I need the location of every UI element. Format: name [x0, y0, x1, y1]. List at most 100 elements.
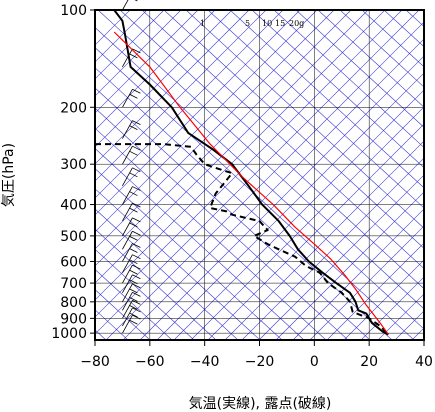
isotherm-line — [95, 10, 420, 335]
mixing-ratio-label: 5 — [245, 19, 250, 28]
adiabat-line — [95, 47, 415, 340]
wind-barb-flag — [129, 312, 138, 318]
y-axis-label: 気圧(hPa) — [1, 143, 17, 207]
wind-barb — [122, 230, 141, 250]
x-tick-label: 20 — [360, 354, 378, 370]
wind-barb-flag — [129, 248, 138, 253]
isotherm-line — [292, 208, 424, 340]
wind-barb-staff — [122, 231, 133, 250]
wind-barb-flag — [132, 186, 141, 191]
adiabat-line — [95, 248, 195, 340]
x-axis-label: 気温(実線), 露点(破線) — [189, 396, 332, 412]
isotherm-line — [95, 10, 318, 233]
plot-frame — [94, 9, 425, 341]
adiabat-line — [317, 10, 424, 108]
adiabat-line — [383, 10, 424, 48]
wind-barb — [122, 264, 141, 284]
adiabat-line — [95, 208, 239, 340]
wind-barb-flag — [132, 230, 141, 236]
isotherm-line — [173, 89, 424, 340]
wind-barb-flag — [129, 150, 138, 156]
wind-barb-staff — [122, 167, 133, 187]
wind-barb-flag — [132, 307, 141, 313]
wind-barb-flag — [129, 235, 138, 241]
mixing-ratio-label: 20g — [289, 19, 304, 28]
adiabat-line — [95, 228, 217, 340]
x-tick-label: −80 — [80, 354, 110, 370]
isotherm-line — [95, 10, 352, 267]
wind-barb — [122, 274, 141, 293]
isotherm-line — [343, 259, 424, 340]
wind-barb-flag — [132, 243, 141, 248]
wind-barb — [122, 217, 141, 237]
wind-barb-flag — [132, 274, 141, 280]
adiabat-line — [185, 10, 424, 229]
adiabat-line — [273, 10, 424, 148]
wind-barb-flag — [132, 217, 141, 223]
wind-barb-staff — [122, 300, 133, 319]
x-tick-label: −40 — [190, 354, 220, 370]
sounding-series — [95, 10, 390, 336]
isotherm-line — [95, 10, 165, 80]
wind-barb-flag — [129, 296, 138, 302]
wind-barb-flag — [132, 314, 141, 320]
wind-barb-flag — [132, 300, 141, 305]
adiabat-line — [95, 107, 349, 340]
wind-barb-staff — [122, 186, 133, 205]
wind-barb-staff — [122, 48, 133, 68]
wind-barb — [122, 145, 141, 165]
x-tick-label: −60 — [135, 354, 165, 370]
wind-barb-staff — [122, 314, 133, 334]
isotherm-line — [95, 10, 369, 284]
wind-barb-flag — [129, 207, 138, 213]
wind-barb — [122, 0, 138, 11]
wind-barb-flag — [132, 283, 141, 289]
wind-barb-flag — [129, 269, 138, 275]
wind-barb — [122, 167, 141, 187]
wind-barb — [122, 120, 141, 139]
wind-barb — [122, 186, 141, 205]
wind-barb — [122, 283, 141, 303]
adiabat-line — [428, 10, 435, 340]
adiabat-line — [95, 127, 327, 340]
isotherm-line — [95, 10, 199, 114]
adiabat-line — [95, 148, 305, 340]
adiabat-line — [95, 27, 424, 330]
isotherm-line — [95, 10, 233, 148]
wind-barb — [122, 202, 141, 222]
wind-barb-flag — [129, 279, 138, 285]
wind-barb-flag — [129, 288, 138, 294]
wind-barb-flag — [132, 202, 141, 208]
y-tick-label: 600 — [60, 254, 87, 270]
wind-barb-staff — [122, 145, 133, 165]
wind-barb-staff — [122, 307, 133, 327]
isotherm-line — [394, 310, 424, 340]
wind-barb-flag — [132, 264, 141, 270]
wind-barb — [122, 88, 141, 108]
wind-barb-flag — [129, 93, 138, 99]
adiabat-line — [229, 10, 424, 189]
isotherm-line — [224, 140, 424, 340]
wind-barb-flag — [134, 0, 138, 2]
adiabat-line — [119, 10, 424, 290]
isotherm-line — [190, 106, 424, 340]
y-tick-label: 900 — [60, 311, 87, 327]
isotherm-line — [95, 10, 386, 301]
parcel-line — [113, 31, 389, 335]
wind-barb — [122, 254, 141, 273]
grid-lines — [90, 9, 425, 346]
y-tick-label: 700 — [60, 276, 87, 292]
wind-barb-flag — [129, 305, 138, 310]
y-tick-label: 300 — [60, 157, 87, 173]
wind-barb-staff — [122, 120, 133, 139]
isotherm-line — [95, 10, 267, 182]
diagram-background-lines — [95, 10, 435, 340]
y-tick-label: 800 — [60, 295, 87, 311]
wind-barb-staff — [122, 0, 129, 11]
isotherm-line — [95, 10, 284, 199]
isotherm-line — [309, 225, 424, 340]
x-tick-label: 40 — [415, 354, 433, 370]
isotherm-line — [241, 157, 424, 340]
